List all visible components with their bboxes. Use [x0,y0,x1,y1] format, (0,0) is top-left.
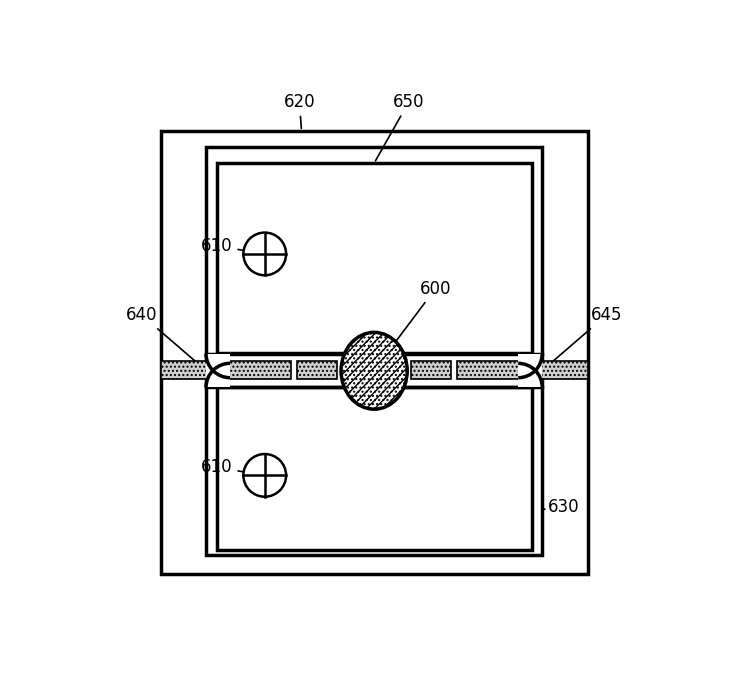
Bar [161,361,291,379]
Bar [217,387,531,550]
Bar [457,361,588,379]
Text: 610: 610 [201,458,262,476]
Text: 600: 600 [396,279,451,342]
Text: 620: 620 [284,93,315,128]
Bar [297,361,337,379]
Text: 650: 650 [375,93,425,161]
Bar [161,131,588,574]
Bar [518,353,542,387]
Text: 610: 610 [201,237,262,255]
Bar [206,147,542,555]
Bar [412,361,451,379]
Bar [217,164,531,353]
Text: 640: 640 [126,306,204,369]
Ellipse shape [341,333,407,409]
Text: 645: 645 [545,306,622,369]
Bar [206,353,230,387]
Circle shape [243,233,286,275]
Circle shape [243,454,286,497]
Text: 630: 630 [542,498,580,516]
